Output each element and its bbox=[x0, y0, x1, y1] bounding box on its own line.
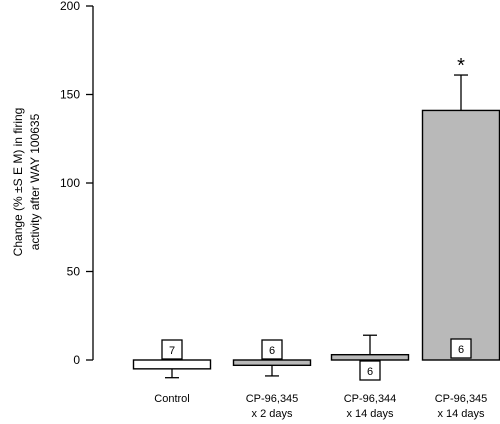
bar-group: 6 bbox=[330, 334, 410, 381]
bar-group: 6 bbox=[232, 339, 312, 377]
bar bbox=[132, 359, 212, 370]
bar bbox=[330, 353, 410, 361]
n-box bbox=[261, 339, 283, 360]
n-label: 6 bbox=[269, 345, 275, 357]
category-label-line-1: CP-96,344 bbox=[344, 393, 397, 405]
n-label: 6 bbox=[458, 344, 464, 356]
significance-asterisk: * bbox=[457, 55, 465, 77]
bars: 7 6 6 6 * bbox=[132, 55, 500, 381]
category-label-line-2: x 14 days bbox=[437, 408, 485, 420]
y-tick-label: 0 bbox=[73, 353, 80, 367]
category-label-line-1: CP-96,345 bbox=[435, 393, 488, 405]
y-axis-label-line-2: activity after WAY 100635 bbox=[28, 113, 42, 250]
x-axis-labels: Control CP-96,345 x 2 days CP-96,344 x 14 da… bbox=[154, 393, 487, 420]
bar-group: 6 bbox=[421, 74, 500, 361]
category-label-line-1: Control bbox=[154, 393, 189, 405]
bar-group: 7 bbox=[132, 339, 212, 379]
n-label: 6 bbox=[367, 366, 373, 378]
bar bbox=[232, 359, 312, 367]
category-label-line-1: CP-96,345 bbox=[246, 393, 299, 405]
category-label-line-2: x 2 days bbox=[252, 408, 293, 420]
n-box bbox=[161, 339, 183, 360]
y-tick-label: 150 bbox=[60, 88, 80, 102]
y-tick-label: 50 bbox=[67, 265, 81, 279]
y-tick-label: 100 bbox=[60, 176, 80, 190]
y-axis-ticks: 0 50 100 150 200 bbox=[60, 0, 93, 367]
y-tick-label: 200 bbox=[60, 0, 80, 13]
bar bbox=[421, 109, 500, 361]
n-label: 7 bbox=[169, 345, 175, 357]
category-label-line-2: x 14 days bbox=[346, 408, 394, 420]
n-box bbox=[450, 338, 472, 359]
n-box bbox=[359, 360, 381, 381]
y-axis-label: Change (% ±S E M) in firing activity aft… bbox=[11, 108, 42, 257]
y-axis-label-line-1: Change (% ±S E M) in firing bbox=[11, 108, 25, 257]
